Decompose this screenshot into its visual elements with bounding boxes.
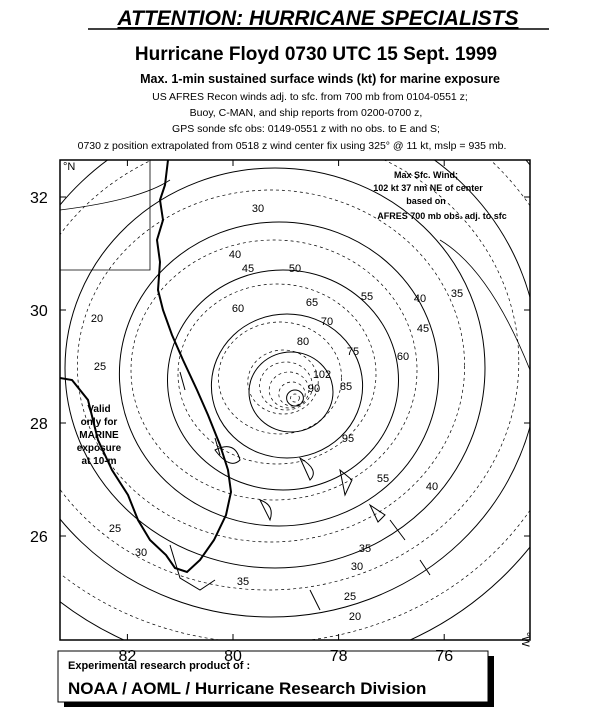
lat-label: 32	[30, 190, 48, 207]
contour-label: 20	[349, 611, 361, 623]
isotach-solid	[439, 239, 530, 371]
contour-label: 25	[94, 361, 106, 373]
lat-label: 30	[30, 303, 48, 320]
contour-label: 40	[229, 249, 241, 261]
contour-label: 35	[359, 543, 371, 555]
info-line: GPS sonde sfc obs: 0149-0551 z with no o…	[172, 123, 440, 135]
contour-label: 50	[289, 263, 301, 275]
isotach-dashed	[259, 361, 313, 411]
contour-label: 75	[347, 346, 359, 358]
contour-label: 25	[109, 523, 121, 535]
contour-label: 65	[306, 297, 318, 309]
subtitle: Max. 1-min sustained surface winds (kt) …	[140, 72, 500, 86]
lat-label: 28	[30, 416, 48, 433]
map-frame	[59, 159, 531, 641]
contour-label: 80	[297, 336, 309, 348]
isotach-solid	[286, 389, 304, 407]
max-wind-note: AFRES 700 mb obs. adj. to sfc	[377, 211, 507, 221]
isotach-solid	[118, 221, 440, 527]
footer-line2: NOAA / AOML / Hurricane Research Divisio…	[68, 679, 426, 698]
contour-label: 35	[451, 288, 463, 300]
lon-label: 80	[224, 648, 242, 665]
contour-label: 102	[313, 369, 331, 381]
lon-unit: °W	[519, 632, 531, 647]
isotach-dashed	[268, 371, 310, 409]
contour-label: 35	[237, 576, 249, 588]
isotach-solid	[167, 269, 399, 491]
banner: ATTENTION: HURRICANE SPECIALISTS	[117, 7, 519, 30]
isotach-dashed	[177, 283, 377, 465]
footer-box	[57, 650, 489, 703]
coastline	[60, 160, 233, 574]
isotach-dashed	[247, 349, 319, 415]
lat-unit: °N	[63, 161, 75, 173]
contour-label: 90	[308, 383, 320, 395]
contour-label: 40	[426, 481, 438, 493]
lat-label: 26	[30, 529, 48, 546]
coast-detail	[169, 371, 221, 591]
contour-label: 30	[135, 547, 147, 559]
contour-label: 70	[321, 316, 333, 328]
contour-label: 30	[252, 203, 264, 215]
isotach-dashed	[77, 189, 465, 543]
info-line: Buoy, C-MAN, and ship reports from 0200-…	[190, 107, 423, 119]
title: Hurricane Floyd 0730 UTC 15 Sept. 1999	[135, 44, 497, 65]
contour-label: 60	[397, 351, 409, 363]
contour-label: 40	[414, 293, 426, 305]
isotach-dashed	[60, 160, 520, 591]
footer-line1: Experimental research product of :	[68, 660, 250, 672]
lon-label: 78	[330, 648, 348, 665]
isotach-dashed	[130, 239, 418, 501]
isotach-solid	[60, 179, 171, 211]
valid-note: MARINE	[79, 430, 119, 441]
valid-note: Valid	[87, 404, 110, 415]
contour-label: 55	[361, 291, 373, 303]
valid-note: exposure	[77, 443, 122, 454]
isotach-solid	[64, 167, 486, 569]
valid-note: only for	[81, 417, 118, 428]
map-content	[60, 160, 530, 640]
contour-label: 60	[232, 303, 244, 315]
contour-label: 45	[242, 263, 254, 275]
state-border	[60, 160, 151, 300]
contour-label: 45	[417, 323, 429, 335]
max-wind-note: based on	[406, 196, 446, 206]
isotach-solid	[248, 351, 334, 433]
max-wind-note: 102 kt 37 nm NE of center	[373, 183, 483, 193]
contour-label: 20	[91, 313, 103, 325]
contour-label: 30	[351, 561, 363, 573]
contour-label: 55	[377, 473, 389, 485]
lon-label: 82	[119, 648, 137, 665]
info-line: 0730 z position extrapolated from 0518 z…	[78, 140, 507, 152]
isotach-dashed	[218, 321, 342, 435]
isotach-solid	[60, 160, 530, 618]
isotach-dashed	[278, 381, 306, 407]
isotach-dashed	[290, 393, 300, 403]
valid-note: at 10-m	[81, 456, 116, 467]
isotach-solid	[210, 313, 364, 459]
max-wind-note: Max Sfc. Wind;	[394, 170, 458, 180]
info-line: US AFRES Recon winds adj. to sfc. from 7…	[152, 91, 468, 103]
contour-label: 25	[344, 591, 356, 603]
contour-label: 95	[342, 433, 354, 445]
contour-label: 85	[340, 381, 352, 393]
lon-label: 76	[435, 648, 453, 665]
